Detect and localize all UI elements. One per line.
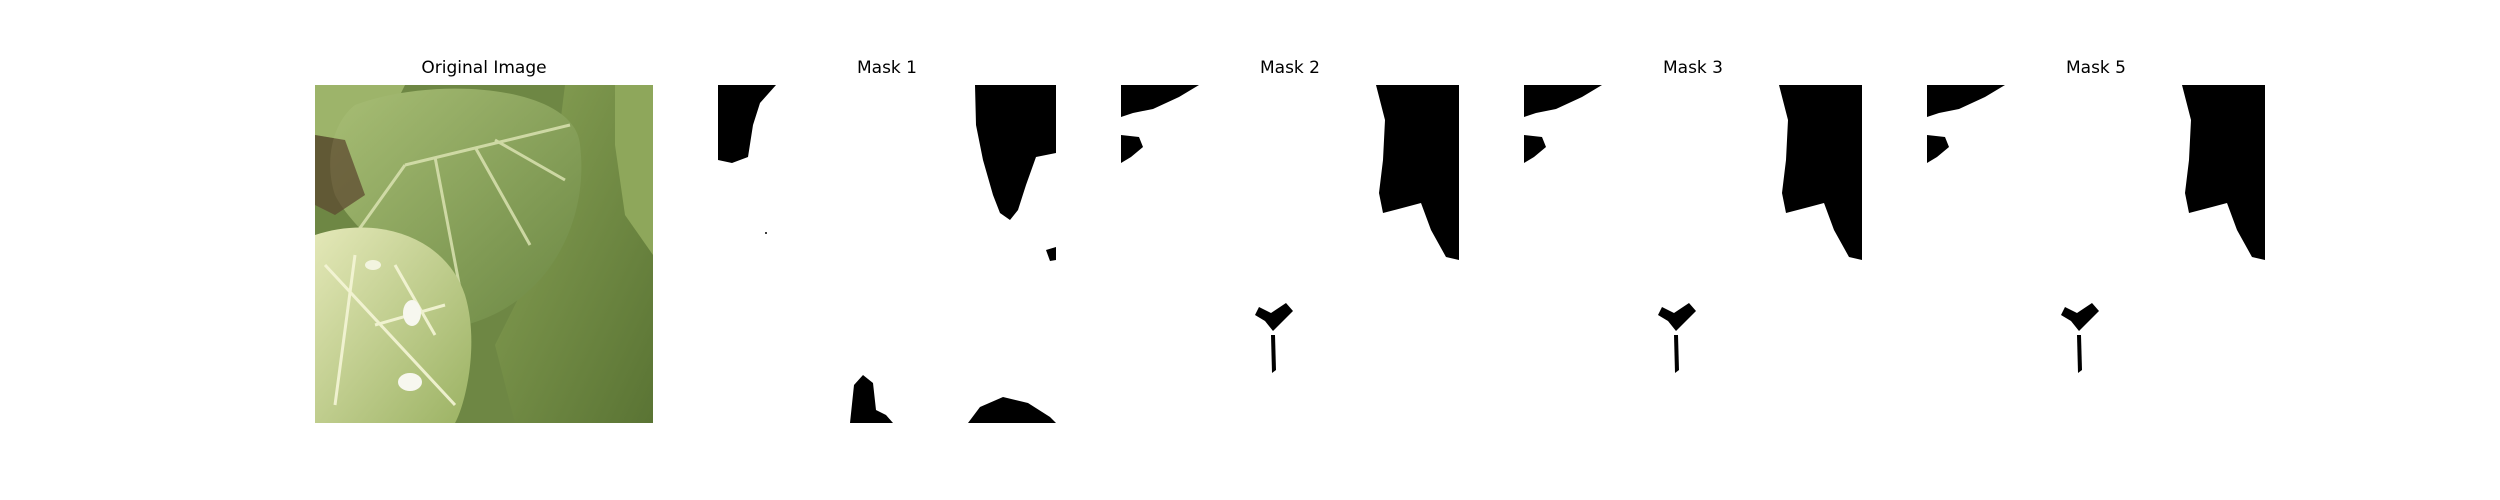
panel-title-mask-3: Mask 3 bbox=[1662, 58, 1723, 78]
mask-3-image bbox=[1524, 85, 1862, 423]
mask-5-image bbox=[1927, 85, 2265, 423]
mask-2-image bbox=[1121, 85, 1459, 423]
panel-mask-2: Mask 2 bbox=[1121, 0, 1459, 500]
panel-title-mask-2: Mask 2 bbox=[1259, 58, 1320, 78]
panel-title-mask-5: Mask 5 bbox=[2065, 58, 2126, 78]
panel-original: Original Image bbox=[315, 0, 653, 500]
mask-1-image bbox=[718, 85, 1056, 423]
panel-title-mask-1: Mask 1 bbox=[856, 58, 917, 78]
panel-mask-5: Mask 5 bbox=[1927, 0, 2265, 500]
original-leaf-photo bbox=[315, 85, 653, 423]
panel-title-original: Original Image bbox=[421, 58, 547, 78]
panel-mask-1: Mask 1 bbox=[718, 0, 1056, 500]
panel-mask-3: Mask 3 bbox=[1524, 0, 1862, 500]
